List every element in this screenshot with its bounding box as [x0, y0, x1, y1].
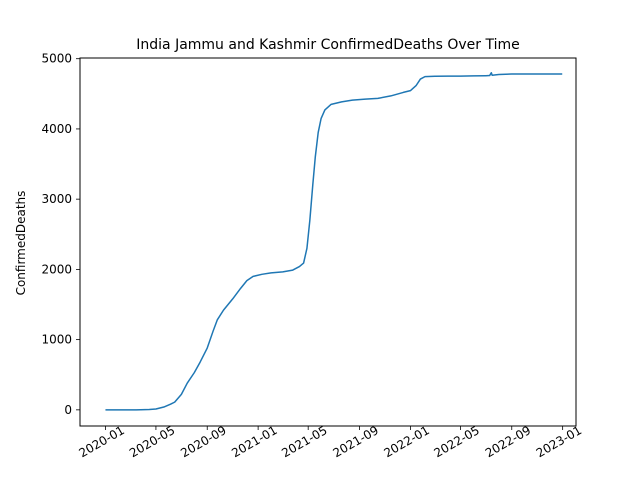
- y-tick-label: 2000: [41, 262, 72, 276]
- series-line-0: [105, 72, 563, 411]
- y-axis-label: ConfirmedDeaths: [14, 191, 28, 296]
- y-axis: 0 1000 2000 3000 4000 5000: [41, 52, 80, 417]
- chart-title: India Jammu and Kashmir ConfirmedDeaths …: [136, 37, 519, 53]
- y-tick-label: 3000: [41, 192, 72, 206]
- plot-area: [105, 72, 563, 411]
- y-tick-label: 1000: [41, 333, 72, 347]
- y-tick-label: 5000: [41, 52, 72, 66]
- axes-frame: [79, 57, 577, 427]
- y-tick-label: 0: [64, 403, 72, 417]
- y-tick-label: 4000: [41, 122, 72, 136]
